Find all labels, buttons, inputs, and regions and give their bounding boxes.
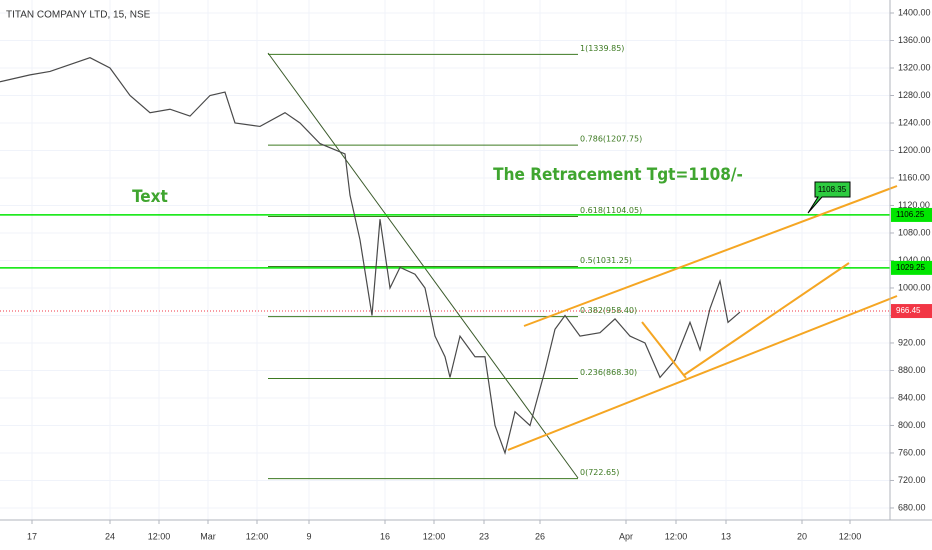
y-tick-label: 1240.00: [898, 117, 931, 127]
annotation: The Retracement Tgt=1108/-: [493, 165, 743, 185]
fib-label: 1(1339.85): [580, 44, 624, 53]
level-tag: [891, 260, 932, 275]
fib-label: 0(722.65): [580, 468, 619, 477]
y-tick-label: 1200.00: [898, 145, 931, 155]
channel-line: [507, 295, 898, 451]
callout-label: 1108.35: [818, 185, 847, 194]
y-tick-label: 880.00: [898, 365, 926, 375]
target-callout: 1108.35: [807, 181, 851, 214]
y-tick-label: 800.00: [898, 420, 926, 430]
x-tick-label: 17: [27, 531, 37, 541]
level-tag: [891, 207, 932, 222]
x-tick-label: 12:00: [665, 531, 688, 541]
fib-label: 0.5(1031.25): [580, 256, 632, 265]
y-tick-label: 840.00: [898, 392, 926, 402]
level-tag-label: 1029.25: [896, 263, 925, 272]
callout-box: [807, 181, 851, 214]
x-tick-label: Apr: [619, 531, 633, 541]
x-tick-label: 26: [535, 531, 545, 541]
fib-label: 0.382(958.40): [580, 306, 637, 315]
annotation: Text: [132, 187, 168, 207]
fib-label: 0.236(868.30): [580, 368, 637, 377]
y-tick-label: 760.00: [898, 447, 926, 457]
x-tick-label: 13: [721, 531, 731, 541]
y-tick-label: 1000.00: [898, 282, 931, 292]
x-tick-label: 12:00: [148, 531, 171, 541]
x-tick-label: 23: [479, 531, 489, 541]
y-tick-label: 720.00: [898, 475, 926, 485]
x-tick-label: Mar: [200, 531, 216, 541]
last-price-label: 966.45: [896, 306, 921, 315]
y-tick-label: 1160.00: [898, 172, 930, 182]
trend-line: [267, 52, 579, 479]
fib-label: 0.786(1207.75): [580, 135, 642, 144]
channel-line: [683, 262, 850, 376]
fib-label: 0.618(1104.05): [580, 206, 642, 215]
y-tick-label: 1400.00: [898, 7, 931, 17]
y-tick-label: 680.00: [898, 502, 926, 512]
channel-line: [641, 321, 687, 379]
last-price-tag: [891, 304, 932, 319]
y-tick-label: 1040.00: [898, 255, 931, 265]
y-tick-label: 1320.00: [898, 62, 931, 72]
chart-title: TITAN COMPANY LTD, 15, NSE: [6, 10, 151, 21]
level-tag-label: 1106.25: [896, 210, 925, 219]
channel-line: [523, 185, 898, 327]
grid: [0, 0, 890, 520]
channel-lines: [507, 185, 898, 451]
x-tick-label: 12:00: [839, 531, 862, 541]
x-tick-label: 12:00: [246, 531, 269, 541]
y-tick-label: 1280.00: [898, 90, 931, 100]
price-line: [0, 57, 741, 456]
y-tick-label: 1080.00: [898, 227, 931, 237]
y-tick-label: 1360.00: [898, 35, 931, 45]
x-tick-label: 16: [380, 531, 390, 541]
x-tick-label: 12:00: [423, 531, 446, 541]
x-tick-label: 20: [797, 531, 807, 541]
y-tick-label: 1120.00: [898, 200, 930, 210]
x-tick-label: 24: [105, 531, 115, 541]
y-tick-label: 920.00: [898, 337, 926, 347]
x-tick-label: 9: [306, 531, 311, 541]
plot: [0, 53, 890, 480]
